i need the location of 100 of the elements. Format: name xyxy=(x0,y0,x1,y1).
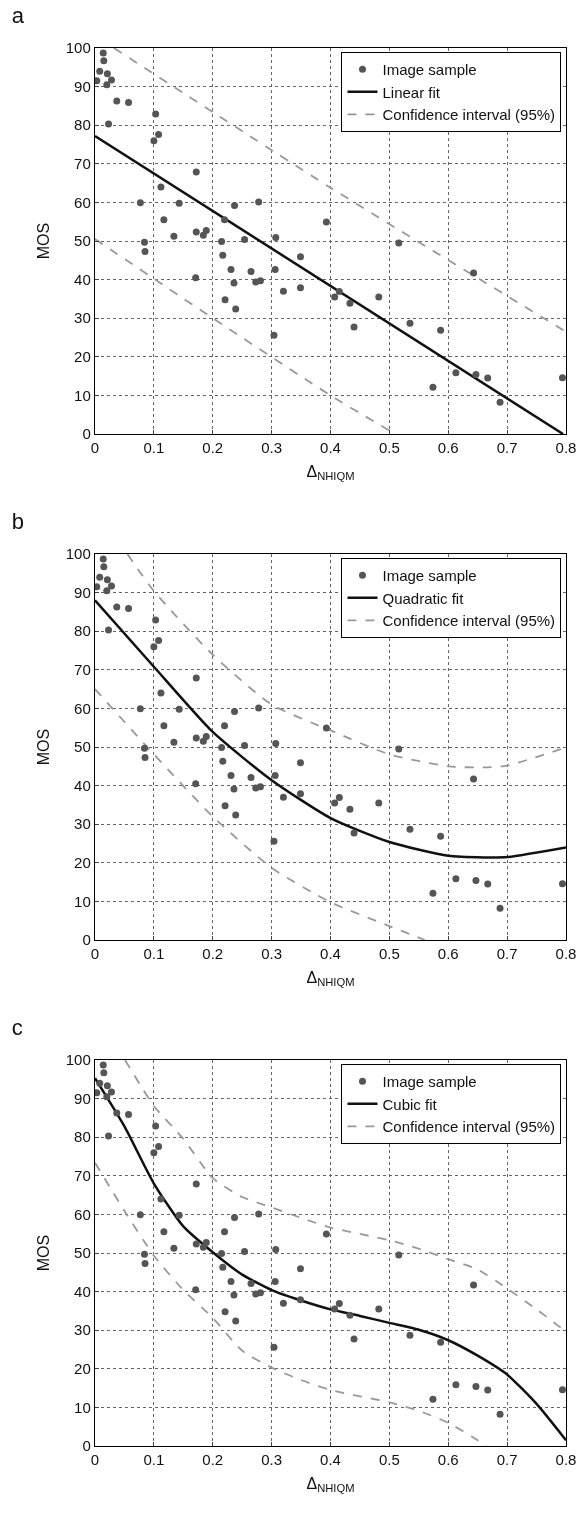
point xyxy=(221,1228,229,1236)
point xyxy=(558,1386,566,1394)
x-tick-label: 0.4 xyxy=(320,439,341,457)
point xyxy=(335,288,343,296)
point xyxy=(141,247,149,255)
point xyxy=(192,674,200,682)
y-tick-label: 0 xyxy=(82,1437,91,1455)
y-tick-label: 0 xyxy=(82,425,91,443)
y-axis-title: MOS xyxy=(34,1234,52,1272)
point xyxy=(136,1211,144,1219)
point xyxy=(470,775,478,783)
y-tick-label: 90 xyxy=(74,583,91,601)
point xyxy=(406,825,414,833)
chart-title: b xyxy=(11,508,25,534)
point xyxy=(192,1240,200,1248)
point xyxy=(152,110,160,118)
point xyxy=(429,1395,437,1403)
point xyxy=(272,1246,280,1254)
y-tick-label: 40 xyxy=(74,1282,91,1300)
point xyxy=(192,780,200,788)
point xyxy=(192,228,200,236)
point xyxy=(279,1299,287,1307)
y-tick-label: 60 xyxy=(74,193,91,211)
legend-label: Cubic fit xyxy=(382,1095,438,1113)
y-tick-label: 90 xyxy=(74,1089,91,1107)
point xyxy=(375,293,383,301)
point xyxy=(271,772,279,780)
point xyxy=(152,616,160,624)
point xyxy=(272,234,280,242)
point xyxy=(221,722,229,730)
point xyxy=(429,383,437,391)
point xyxy=(140,1250,148,1258)
point xyxy=(255,198,263,206)
legend-label: Quadratic fit xyxy=(382,589,465,607)
point xyxy=(103,1093,111,1101)
point xyxy=(231,707,239,715)
point xyxy=(136,705,144,713)
point xyxy=(335,794,343,802)
point xyxy=(96,1079,104,1087)
point xyxy=(219,251,227,259)
point xyxy=(160,216,168,224)
y-tick-label: 30 xyxy=(74,1321,91,1339)
point xyxy=(331,799,339,807)
x-axis-title: Δ$_{NHIQM}$ xyxy=(306,462,355,483)
y-tick-label: 100 xyxy=(65,1051,91,1069)
point xyxy=(103,1082,111,1090)
x-tick-label: 0.1 xyxy=(143,439,165,457)
point xyxy=(113,97,121,105)
point xyxy=(472,1383,480,1391)
x-tick-label: 0.7 xyxy=(496,945,518,963)
point xyxy=(227,772,235,780)
point xyxy=(395,239,403,247)
point xyxy=(395,1251,403,1259)
point xyxy=(484,880,492,888)
point xyxy=(155,130,163,138)
point xyxy=(279,793,287,801)
point xyxy=(231,201,239,209)
point xyxy=(255,704,263,712)
point xyxy=(125,98,133,106)
point xyxy=(218,1249,226,1257)
y-tick-label: 80 xyxy=(74,1128,91,1146)
point xyxy=(160,722,168,730)
x-tick-label: 0.3 xyxy=(261,1451,283,1469)
point xyxy=(100,57,108,65)
point xyxy=(95,77,101,85)
point xyxy=(150,137,158,145)
point xyxy=(140,238,148,246)
point xyxy=(429,889,437,897)
point xyxy=(470,1281,478,1289)
line-series xyxy=(95,1076,566,1442)
point xyxy=(150,1149,158,1157)
point xyxy=(470,269,478,277)
point xyxy=(484,1386,492,1394)
chart-title: a xyxy=(11,2,25,28)
legend-label: Image sample xyxy=(382,1073,477,1091)
point xyxy=(113,1109,121,1117)
point xyxy=(350,323,358,331)
point xyxy=(232,811,240,819)
point xyxy=(155,1142,163,1150)
y-axis-title: MOS xyxy=(34,222,52,260)
point xyxy=(472,371,480,379)
legend-label: Image sample xyxy=(382,61,477,79)
point xyxy=(105,626,113,634)
point xyxy=(141,753,149,761)
point xyxy=(331,1305,339,1313)
y-tick-label: 80 xyxy=(74,116,91,134)
point xyxy=(175,705,183,713)
point xyxy=(105,120,113,128)
point xyxy=(496,1410,504,1418)
point xyxy=(322,1230,330,1238)
x-tick-label: 0.1 xyxy=(143,1451,165,1469)
y-tick-label: 30 xyxy=(74,309,91,327)
point xyxy=(192,1180,200,1188)
point xyxy=(125,604,133,612)
point xyxy=(202,227,210,235)
y-tick-label: 60 xyxy=(74,1205,91,1223)
point xyxy=(247,773,255,781)
point xyxy=(350,829,358,837)
y-tick-label: 20 xyxy=(74,854,91,872)
x-tick-label: 0.8 xyxy=(555,439,577,457)
